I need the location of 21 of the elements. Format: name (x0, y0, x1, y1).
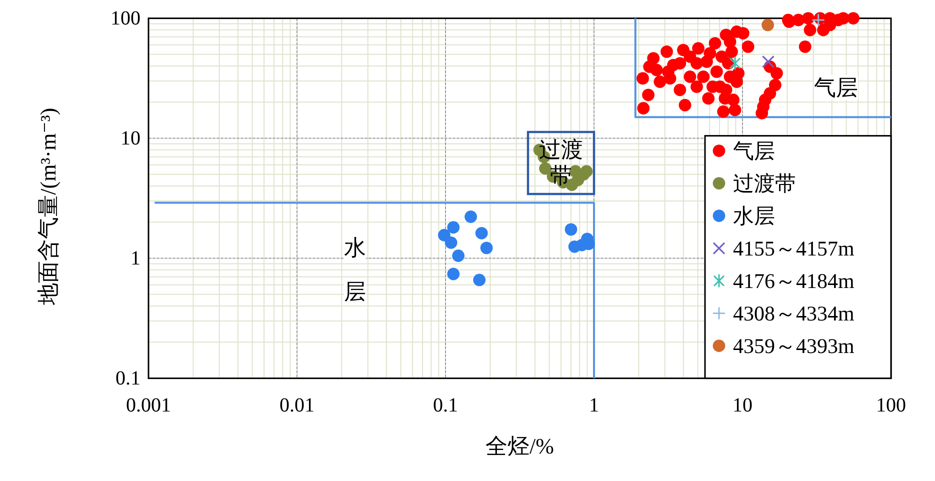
legend-label: 4308～4334m (733, 301, 854, 326)
y-tick-label: 0.1 (116, 367, 140, 390)
x-tick-label: 0.01 (280, 394, 314, 416)
y-tick-label: 10 (120, 127, 140, 150)
y-tick-label: 1 (130, 247, 140, 270)
legend-label: 过渡带 (733, 171, 796, 196)
y-tick-label: 100 (110, 7, 140, 30)
x-tick-label: 0.1 (433, 394, 458, 416)
x-axis-title: 全烃/% (486, 434, 554, 458)
x-tick-label: 1 (589, 394, 599, 416)
legend-label: 水层 (733, 204, 775, 228)
y-axis-title: 地面含气量/(m³·m⁻³) (36, 108, 60, 306)
legend-label: 4359～4393m (733, 334, 854, 358)
x-tick-label: 0.001 (126, 394, 171, 416)
annotation: 气层 (814, 75, 858, 100)
annotation: 水层 (344, 235, 366, 304)
legend-label: 4176～4184m (733, 268, 854, 293)
legend-label: 气层 (733, 138, 775, 163)
x-tick-label: 10 (732, 394, 752, 416)
x-tick-label: 100 (876, 394, 906, 416)
legend-label: 4155～4157m (733, 236, 854, 260)
